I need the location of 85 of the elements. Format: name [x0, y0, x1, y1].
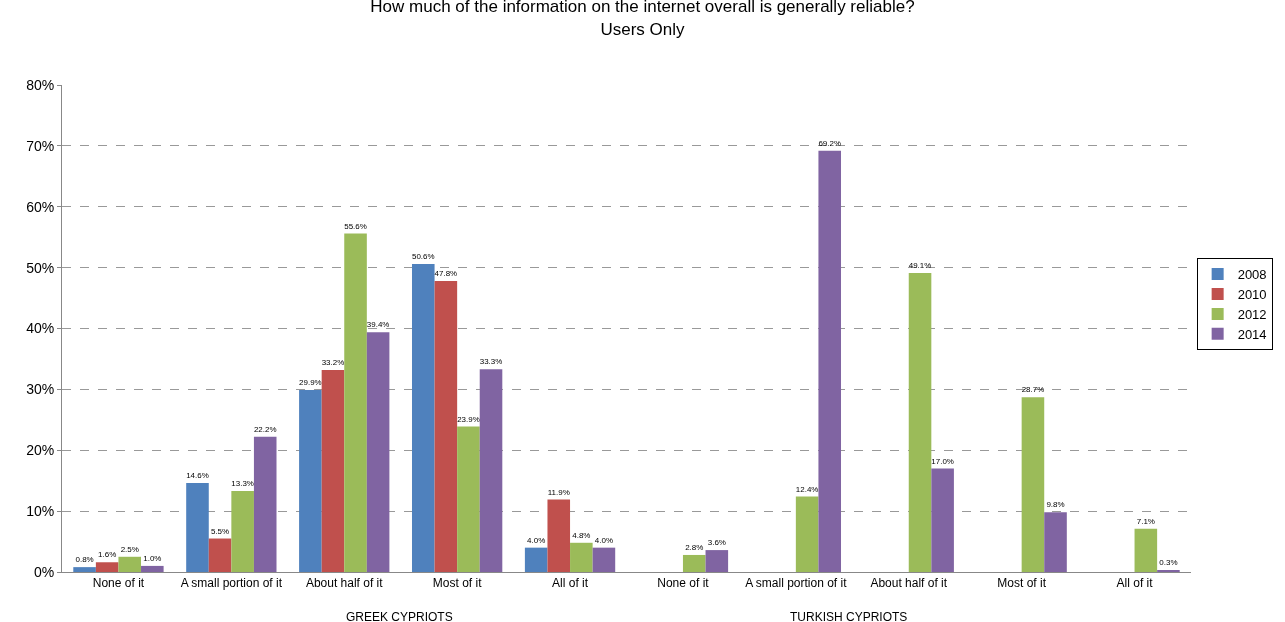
x-tick-label: Most of it — [997, 576, 1047, 591]
y-tick-label: 20% — [26, 442, 55, 459]
y-tick-label: 40% — [26, 320, 55, 337]
bar — [908, 273, 932, 572]
data-label: 12.4% — [795, 484, 819, 494]
data-label: 47.8% — [434, 269, 458, 279]
legend-label: 2014 — [1237, 326, 1267, 342]
bar — [479, 369, 503, 572]
y-tick-label: 50% — [26, 259, 55, 276]
bar — [118, 556, 142, 572]
bar — [705, 550, 729, 572]
bar — [931, 468, 954, 572]
data-label: 1.6% — [98, 550, 117, 560]
bar — [366, 332, 390, 572]
data-label: 9.8% — [1046, 500, 1065, 510]
data-label: 1.0% — [143, 553, 162, 563]
bar — [231, 491, 254, 572]
bar — [570, 542, 593, 572]
bar — [186, 483, 209, 572]
bar — [299, 389, 322, 572]
data-label: 3.6% — [707, 538, 726, 548]
bar — [547, 499, 571, 572]
bar — [253, 436, 277, 572]
data-label: 5.5% — [210, 526, 230, 536]
x-tick-label: About half of it — [305, 576, 384, 591]
bar — [1044, 512, 1067, 572]
x-tick-label: A small portion of it — [180, 576, 283, 591]
data-label: 7.1% — [1136, 516, 1155, 526]
y-tick-label: 0% — [33, 563, 55, 580]
bar — [141, 565, 164, 572]
bar — [344, 233, 367, 572]
bar — [73, 567, 96, 572]
legend-label: 2010 — [1237, 287, 1267, 303]
data-label: 33.3% — [479, 357, 503, 367]
y-tick-label: 10% — [26, 503, 55, 520]
bar — [1134, 528, 1158, 572]
data-label: 28.7% — [1021, 385, 1045, 395]
data-label: 49.1% — [908, 261, 932, 271]
data-label: 0.8% — [75, 555, 94, 565]
text: TURKISH CYPRIOTS — [790, 610, 908, 622]
y-tick-label: 80% — [26, 76, 55, 93]
bar — [321, 369, 345, 572]
bar — [1021, 397, 1045, 572]
bar — [818, 150, 842, 572]
data-label: 55.6% — [344, 221, 367, 231]
text: GREEK CYPRIOTS — [346, 610, 453, 622]
data-label: 0.3% — [1159, 558, 1178, 567]
x-tick-label: A small portion of it — [745, 576, 848, 591]
x-tick-label: None of it — [92, 576, 145, 591]
data-label: 22.2% — [253, 424, 277, 434]
data-label: 23.9% — [457, 414, 480, 424]
legend-label: 2012 — [1237, 306, 1267, 322]
data-label: 33.2% — [321, 357, 345, 367]
data-label: 4.0% — [594, 535, 614, 545]
data-label: 11.9% — [547, 487, 570, 497]
bar — [682, 554, 706, 572]
data-label: 39.4% — [366, 320, 390, 330]
bar — [95, 562, 119, 572]
bar — [208, 538, 232, 572]
data-label: 17.0% — [931, 456, 954, 466]
x-tick-label: About half of it — [870, 576, 948, 591]
data-label: 29.9% — [299, 377, 322, 387]
bar — [434, 281, 458, 572]
y-tick-label: 60% — [26, 198, 55, 215]
bar — [592, 547, 616, 572]
bar — [411, 263, 435, 572]
data-label: 14.6% — [186, 471, 209, 481]
bar — [457, 426, 480, 572]
data-label: 4.8% — [572, 530, 591, 540]
data-label: 69.2% — [818, 138, 841, 148]
data-label: 13.3% — [231, 479, 254, 489]
x-tick-label: None of it — [657, 576, 710, 591]
data-label: 2.8% — [685, 542, 704, 552]
legend-label: 2008 — [1237, 267, 1267, 283]
chart-title: How much of the information on the internet overall is generally reliable? Users Only — [370, 0, 915, 39]
bar — [795, 496, 819, 572]
data-label: 50.6% — [412, 251, 435, 261]
x-tick-label: All of it — [552, 576, 589, 591]
y-tick-label: 70% — [26, 137, 55, 154]
y-tick-label: 30% — [26, 381, 55, 398]
data-label: 2.5% — [120, 544, 139, 554]
x-tick-label: Most of it — [432, 576, 483, 591]
data-label: 4.0% — [527, 535, 546, 545]
x-tick-label: All of it — [1116, 576, 1154, 591]
bar — [524, 547, 548, 572]
